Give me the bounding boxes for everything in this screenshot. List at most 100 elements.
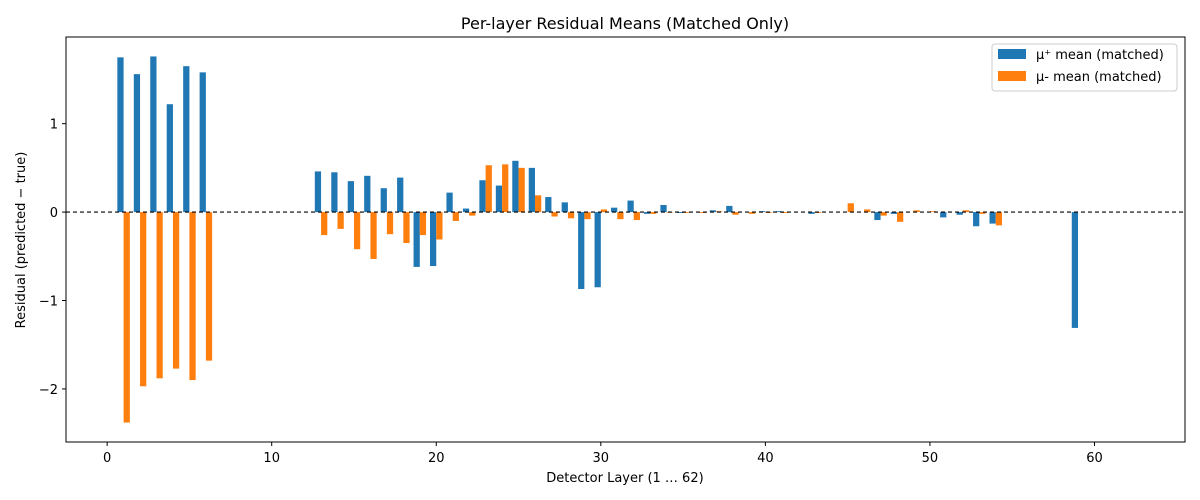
bar-mu-minus-layer-30	[600, 209, 608, 213]
bar-mu-plus-layer-3	[150, 56, 157, 213]
bar-mu-plus-layer-32	[627, 200, 634, 213]
bar-mu-plus-layer-48	[890, 212, 898, 214]
bar-mu-minus-layer-38	[732, 212, 739, 215]
bar-mu-minus-layer-1	[123, 212, 130, 423]
bar-mu-plus-layer-33	[643, 212, 651, 214]
bar-mu-minus-layer-16	[370, 212, 377, 259]
bar-mu-plus-layer-54	[989, 212, 996, 224]
bar-mu-minus-layer-39	[748, 212, 756, 214]
bar-mu-plus-layer-59	[1071, 212, 1079, 328]
bars-layer	[117, 56, 1079, 423]
bar-mu-minus-layer-35	[683, 212, 690, 213]
bar-mu-minus-layer-4	[172, 212, 180, 369]
x-tick-label: 30	[593, 451, 610, 466]
y-axis-ticks: −2 −1 0 1	[39, 118, 66, 398]
legend-label-mu-minus: μ- mean (matched)	[1036, 70, 1162, 85]
bar-mu-minus-layer-45	[847, 203, 854, 213]
bar-mu-plus-layer-35	[676, 212, 684, 213]
bar-mu-plus-layer-14	[331, 172, 338, 213]
bar-mu-minus-layer-15	[353, 212, 361, 250]
bar-mu-minus-layer-2	[140, 212, 147, 387]
bar-mu-plus-layer-25	[512, 160, 519, 213]
bar-mu-minus-layer-26	[534, 195, 542, 213]
x-tick-label: 0	[103, 451, 111, 466]
legend-label-mu-plus: μ⁺ mean (matched)	[1036, 48, 1164, 63]
bar-mu-minus-layer-20	[436, 212, 443, 240]
bar-mu-minus-layer-53	[979, 212, 986, 214]
bar-mu-plus-layer-38	[726, 205, 733, 213]
bar-mu-minus-layer-36	[699, 212, 706, 213]
y-tick-label: 0	[50, 206, 58, 221]
bar-mu-plus-layer-37	[709, 210, 716, 213]
x-tick-label: 40	[757, 451, 774, 466]
bar-mu-plus-layer-30	[594, 212, 601, 288]
bar-mu-plus-layer-47	[874, 212, 881, 221]
legend-swatch-mu-minus	[998, 71, 1026, 81]
bar-mu-plus-layer-51	[940, 212, 947, 218]
bar-mu-plus-layer-6	[199, 72, 206, 213]
bar-mu-plus-layer-23	[479, 180, 486, 213]
bar-mu-minus-layer-24	[502, 164, 509, 213]
bar-mu-plus-layer-41	[775, 211, 782, 213]
x-axis-label: Detector Layer (1 … 62)	[546, 471, 703, 486]
bar-mu-minus-layer-28	[567, 212, 575, 219]
bar-mu-minus-layer-29	[584, 212, 591, 220]
bar-mu-minus-layer-23	[485, 165, 492, 213]
bar-mu-minus-layer-21	[452, 212, 459, 221]
bar-mu-minus-layer-32	[633, 212, 640, 221]
bar-mu-minus-layer-46	[864, 209, 871, 213]
bar-mu-plus-layer-22	[462, 208, 470, 213]
bar-mu-plus-layer-15	[347, 181, 354, 213]
bar-mu-minus-layer-27	[551, 212, 558, 217]
x-tick-label: 10	[263, 451, 280, 466]
bar-mu-plus-layer-28	[561, 202, 568, 213]
plot-frame	[65, 36, 1186, 443]
bar-mu-plus-layer-27	[545, 197, 552, 213]
bar-mu-minus-layer-25	[518, 167, 525, 213]
y-tick-label: −2	[39, 383, 58, 398]
bar-mu-minus-layer-48	[897, 212, 904, 222]
bar-mu-plus-layer-52	[956, 212, 963, 215]
bar-mu-minus-layer-31	[617, 212, 624, 220]
bar-mu-minus-layer-52	[962, 210, 970, 213]
y-tick-label: −1	[39, 295, 58, 310]
bar-mu-plus-layer-20	[430, 212, 437, 267]
y-tick-label: 1	[50, 118, 58, 133]
legend-frame	[991, 43, 1178, 92]
bar-mu-plus-layer-53	[973, 212, 980, 227]
bar-mu-minus-layer-14	[337, 212, 344, 229]
chart-title: Per-layer Residual Means (Matched Only)	[461, 14, 789, 33]
bar-mu-plus-layer-1	[117, 57, 124, 213]
bar-mu-minus-layer-47	[880, 212, 887, 216]
legend-swatch-mu-plus	[998, 49, 1026, 59]
bar-mu-minus-layer-18	[403, 212, 410, 244]
bar-mu-minus-layer-19	[419, 212, 427, 236]
bar-mu-plus-layer-2	[133, 74, 141, 213]
bar-mu-minus-layer-41	[781, 212, 789, 213]
bar-mu-plus-layer-16	[364, 175, 371, 213]
bar-mu-plus-layer-43	[808, 212, 815, 214]
x-tick-label: 20	[428, 451, 445, 466]
x-tick-label: 60	[1086, 451, 1103, 466]
bar-mu-minus-layer-49	[913, 210, 920, 213]
bar-mu-minus-layer-50	[929, 211, 937, 213]
bar-mu-minus-layer-22	[469, 212, 476, 216]
bar-mu-plus-layer-5	[183, 66, 190, 213]
bar-mu-plus-layer-26	[528, 167, 535, 213]
bar-mu-plus-layer-24	[495, 185, 503, 213]
bar-mu-plus-layer-34	[660, 205, 667, 213]
bar-mu-minus-layer-5	[189, 212, 196, 381]
bar-mu-plus-layer-4	[166, 104, 173, 213]
legend: μ⁺ mean (matched) μ- mean (matched)	[991, 43, 1178, 92]
bar-mu-minus-layer-17	[386, 212, 394, 235]
y-axis-label: Residual (predicted − true)	[14, 152, 29, 329]
bar-mu-plus-layer-19	[413, 212, 420, 267]
bar-mu-plus-layer-17	[380, 188, 387, 213]
bar-mu-minus-layer-6	[205, 212, 213, 361]
bar-mu-plus-layer-21	[446, 192, 453, 213]
bar-mu-minus-layer-54	[995, 212, 1003, 226]
x-axis-ticks: 0 10 20 30 40 50 60	[103, 442, 1103, 466]
bar-mu-minus-layer-3	[156, 212, 163, 379]
bar-mu-minus-layer-33	[650, 212, 657, 214]
